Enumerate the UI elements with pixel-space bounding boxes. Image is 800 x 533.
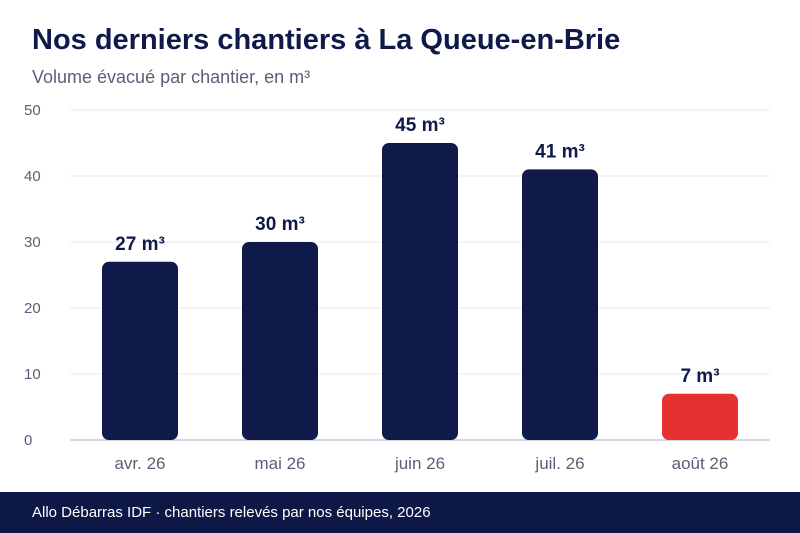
bar-data-label: 27 m³ (115, 234, 165, 255)
y-tick-label: 0 (24, 432, 32, 449)
bar-data-label: 30 m³ (255, 214, 305, 235)
bar-data-label: 45 m³ (395, 115, 445, 136)
y-tick-label: 30 (24, 234, 41, 251)
x-tick-label: août 26 (672, 454, 729, 473)
footer-source-text: Allo Débarras IDF · chantiers relevés pa… (32, 504, 431, 521)
bar-chart: 0 10 20 30 40 50 27 m³ avr. 26 30 m³ mai 26 45 m³ j… (24, 102, 770, 473)
bar-juil-26 (522, 169, 598, 440)
bar-juin-26 (382, 143, 458, 440)
bar-data-label: 7 m³ (680, 366, 719, 387)
bar-avr-26 (102, 261, 178, 440)
x-tick-label: juil. 26 (534, 454, 584, 473)
y-tick-label: 10 (24, 366, 41, 383)
chart-title: Nos derniers chantiers à La Queue-en-Bri… (32, 24, 621, 56)
x-tick-label: juin 26 (394, 454, 445, 473)
x-tick-label: mai 26 (254, 454, 305, 473)
bar-ao-t-26 (662, 393, 738, 440)
x-tick-label: avr. 26 (114, 454, 165, 473)
y-tick-label: 20 (24, 300, 41, 317)
y-tick-label: 40 (24, 168, 41, 185)
chart-subtitle: Volume évacué par chantier, en m³ (32, 67, 311, 87)
bar-data-label: 41 m³ (535, 141, 585, 162)
footer-bar: Allo Débarras IDF · chantiers relevés pa… (0, 492, 800, 533)
bar-mai-26 (242, 242, 318, 440)
y-tick-label: 50 (24, 102, 41, 119)
